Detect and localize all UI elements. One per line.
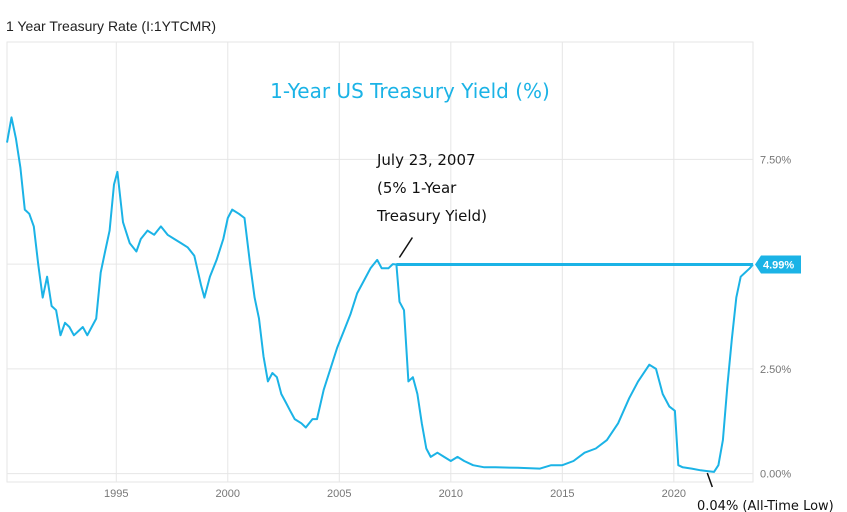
- x-axis: 1995 2000 2005 2010 2015 2020: [104, 488, 686, 500]
- plot-area: [6, 41, 754, 483]
- x-tick-label: 2005: [327, 488, 351, 500]
- annotation-text: 0.04% (All-Time Low): [697, 499, 834, 512]
- annotation-pointer: [398, 237, 414, 258]
- annotation-text-line: July 23, 2007: [376, 151, 476, 169]
- annotations: July 23, 2007 (5% 1-Year Treasury Yield) 0.…: [376, 151, 834, 512]
- y-axis: 0.00%2.50%5.00%7.50%: [760, 154, 791, 480]
- y-tick-label: 0.00%: [760, 469, 791, 481]
- chart-title: 1-Year US Treasury Yield (%): [270, 79, 550, 103]
- x-tick-label: 2000: [216, 488, 240, 500]
- value-badge: [755, 255, 801, 274]
- value-badge-label: 4.99%: [763, 260, 794, 272]
- x-tick-label: 2015: [550, 488, 574, 500]
- window-title: 1 Year Treasury Rate (I:1YTCMR): [6, 18, 217, 34]
- annotation-pointer: [706, 472, 713, 488]
- series-line: [6, 116, 754, 473]
- x-tick-label: 2020: [662, 488, 686, 500]
- reference-line-group: 4.99%: [396, 255, 801, 274]
- y-tick-label: 7.50%: [760, 154, 791, 166]
- x-tick-label: 2010: [439, 488, 463, 500]
- annotation-text-line: Treasury Yield): [376, 207, 487, 225]
- series-group: [6, 116, 754, 473]
- annotation-text-line: (5% 1-Year: [377, 179, 457, 197]
- y-tick-label: 2.50%: [760, 364, 791, 376]
- x-tick-label: 1995: [104, 488, 128, 500]
